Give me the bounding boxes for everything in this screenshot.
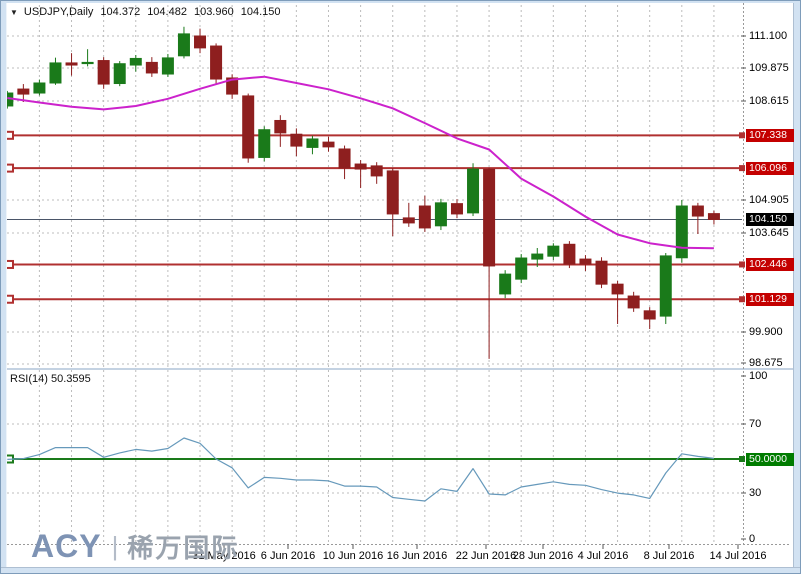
candle-body [81, 61, 94, 65]
level-line-handle[interactable] [5, 294, 14, 304]
window-border-right [793, 1, 800, 573]
candle-body [579, 258, 592, 265]
level-line-axis-marker [739, 132, 745, 139]
candle-body [194, 35, 207, 49]
candle-body [274, 119, 287, 134]
candle-body [145, 61, 158, 74]
candle-body [483, 168, 496, 267]
candle-body [402, 217, 415, 224]
window-border-bottom [1, 567, 800, 573]
rsi-indicator-label: RSI(14) 50.3595 [10, 373, 91, 385]
candle-body [354, 163, 367, 170]
acy-logo: ACY | 稀万国际 [31, 528, 239, 565]
candle-body [113, 63, 126, 85]
candle-body [129, 57, 142, 66]
symbol-dropdown-icon[interactable]: ▼ [10, 7, 18, 17]
chart-header: ▼ USDJPY,Daily 104.372 104.482 103.960 1… [10, 6, 280, 18]
ohlc-open: 104.372 [100, 6, 141, 18]
level-line-handle[interactable] [5, 130, 14, 140]
candle-body [97, 60, 110, 85]
candle-body [563, 243, 576, 265]
acy-logo-divider: | [111, 531, 119, 561]
ohlc-close: 104.150 [240, 6, 281, 18]
candle-body [226, 77, 239, 95]
candle-body [161, 57, 174, 75]
level-line-axis-marker [739, 165, 745, 172]
candle-body [290, 133, 303, 147]
candle-body [370, 165, 383, 177]
candle-body [177, 33, 190, 57]
ohlc-high: 104.482 [147, 6, 187, 18]
candle-body [242, 95, 255, 159]
candle-body [691, 205, 704, 217]
candle-body [322, 141, 335, 148]
symbol-timeframe-label: USDJPY,Daily [23, 6, 94, 18]
candle-body [547, 245, 560, 257]
candle-body [65, 62, 78, 66]
rsi-line [7, 437, 714, 502]
candle-body [643, 310, 656, 320]
window-border-top [1, 1, 800, 3]
candle-body [418, 205, 431, 229]
level-line-axis-marker [739, 261, 745, 268]
candle-body [49, 62, 62, 84]
candle-body [659, 255, 672, 317]
level-line-axis-marker [739, 296, 745, 303]
candle-body [33, 82, 46, 94]
candle-body [306, 138, 319, 148]
candle-body [338, 148, 351, 169]
candle-body [611, 283, 624, 295]
window-border-left [1, 1, 7, 573]
level-line-handle[interactable] [5, 259, 14, 269]
candle-body [627, 295, 640, 309]
candle-body [675, 205, 688, 259]
candle-body [531, 253, 544, 260]
candle-body [434, 202, 447, 227]
candle-body [17, 88, 30, 95]
candle-body [467, 168, 480, 214]
rsi-level-axis-marker [739, 456, 745, 462]
candle-body [450, 203, 463, 215]
candle-body [210, 45, 223, 80]
candle-body [386, 170, 399, 215]
acy-logo-text: ACY [31, 528, 102, 564]
candle-body [595, 260, 608, 285]
moving-average-line [7, 75, 714, 250]
candle-body [707, 213, 720, 220]
candle-body [499, 273, 512, 295]
ohlc-low: 103.960 [193, 6, 234, 18]
candle-body [258, 129, 271, 158]
candle-body [515, 257, 528, 280]
level-line-handle[interactable] [5, 163, 14, 173]
acy-logo-chinese-name: 稀万国际 [127, 533, 240, 563]
